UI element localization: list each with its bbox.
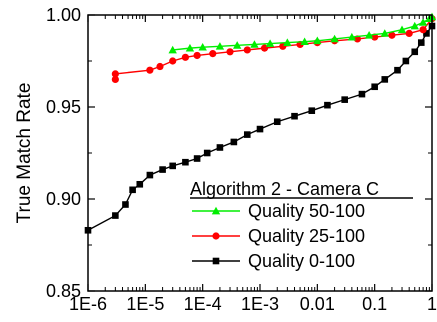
data-point: [291, 112, 298, 120]
data-point: [230, 138, 238, 146]
data-point: [215, 42, 225, 50]
x-tick-label: 1: [427, 294, 437, 314]
data-point: [394, 66, 401, 74]
plot-frame: [87, 14, 433, 292]
data-point: [111, 75, 119, 83]
legend-entry: Quality 0-100: [192, 251, 355, 271]
y-tick-label: 0.85: [46, 281, 81, 301]
data-point: [169, 57, 177, 65]
data-point: [156, 62, 164, 71]
data-point: [411, 48, 419, 56]
data-point: [232, 41, 242, 49]
x-tick-label: 1E-4: [184, 294, 222, 314]
x-tick-label: 1E-5: [126, 294, 164, 314]
series-line: [114, 18, 433, 80]
data-point: [330, 34, 339, 43]
data-point: [185, 43, 195, 52]
data-point: [381, 76, 389, 83]
data-point: [182, 158, 189, 166]
data-point: [324, 101, 331, 109]
plot-layer: [84, 12, 437, 234]
data-point: [146, 66, 154, 74]
legend-label: Quality 25-100: [248, 226, 365, 246]
data-point: [410, 21, 419, 30]
data-point: [308, 107, 316, 114]
series-0: [168, 12, 437, 54]
data-point: [169, 162, 176, 170]
data-point: [423, 30, 430, 37]
data-point: [216, 144, 224, 151]
data-point: [193, 51, 201, 60]
data-point: [129, 186, 136, 194]
data-point: [256, 125, 264, 133]
y-axis-title: True Match Rate: [14, 83, 35, 224]
legend-label: Quality 0-100: [248, 251, 355, 271]
data-point: [347, 32, 357, 41]
data-point: [371, 83, 378, 91]
data-point: [122, 201, 129, 208]
legend-swatch-marker: [212, 257, 220, 265]
legend-label: Quality 50-100: [248, 201, 365, 221]
data-point: [405, 29, 413, 37]
data-point: [388, 31, 396, 39]
data-point: [168, 45, 177, 54]
data-point: [243, 131, 251, 138]
data-point: [250, 40, 259, 48]
data-point: [203, 149, 211, 157]
data-point: [243, 46, 251, 54]
data-point: [300, 37, 309, 46]
data-point: [112, 212, 119, 219]
data-point: [193, 155, 201, 162]
data-point: [181, 53, 190, 61]
data-point: [418, 18, 428, 26]
x-tick-label: 0.1: [362, 294, 387, 314]
data-point: [380, 29, 389, 37]
series-2: [84, 22, 436, 234]
data-point: [313, 36, 322, 45]
axes-layer: 1E-6 1E-5 1E-4 1E-3 0.01 0.1 1 0.85 0.90 0.95 1.00: [46, 5, 437, 314]
data-point: [419, 26, 427, 34]
data-point: [226, 48, 234, 56]
legend: Algorithm 2 - Camera C Quality 50-100 Qua…: [190, 179, 413, 271]
data-point: [136, 180, 144, 188]
data-point: [209, 50, 217, 58]
data-point: [397, 25, 407, 34]
x-tick-label: 1E-6: [69, 294, 107, 314]
data-point: [198, 43, 207, 51]
legend-title: Algorithm 2 - Camera C: [190, 179, 379, 199]
legend-entry: Quality 25-100: [192, 226, 365, 246]
data-point: [402, 57, 410, 65]
data-point: [265, 39, 275, 47]
data-point: [358, 90, 366, 98]
x-tick-label: 0.01: [300, 294, 335, 314]
y-tick-label: 0.95: [46, 97, 81, 117]
y-tick-label: 1.00: [46, 5, 81, 25]
data-point: [159, 166, 166, 173]
legend-swatch-marker: [211, 206, 221, 215]
legend-entry: Quality 50-100: [192, 201, 365, 221]
data-point: [364, 31, 374, 39]
data-point: [283, 38, 292, 46]
data-point: [111, 70, 119, 78]
data-point: [146, 171, 154, 179]
legend-swatch-marker: [212, 232, 220, 240]
data-point: [273, 118, 281, 126]
data-point: [341, 96, 348, 103]
series-1: [111, 15, 436, 83]
y-tick-label: 0.90: [46, 189, 81, 209]
x-tick-label: 1E-3: [241, 294, 279, 314]
data-point: [417, 39, 425, 46]
